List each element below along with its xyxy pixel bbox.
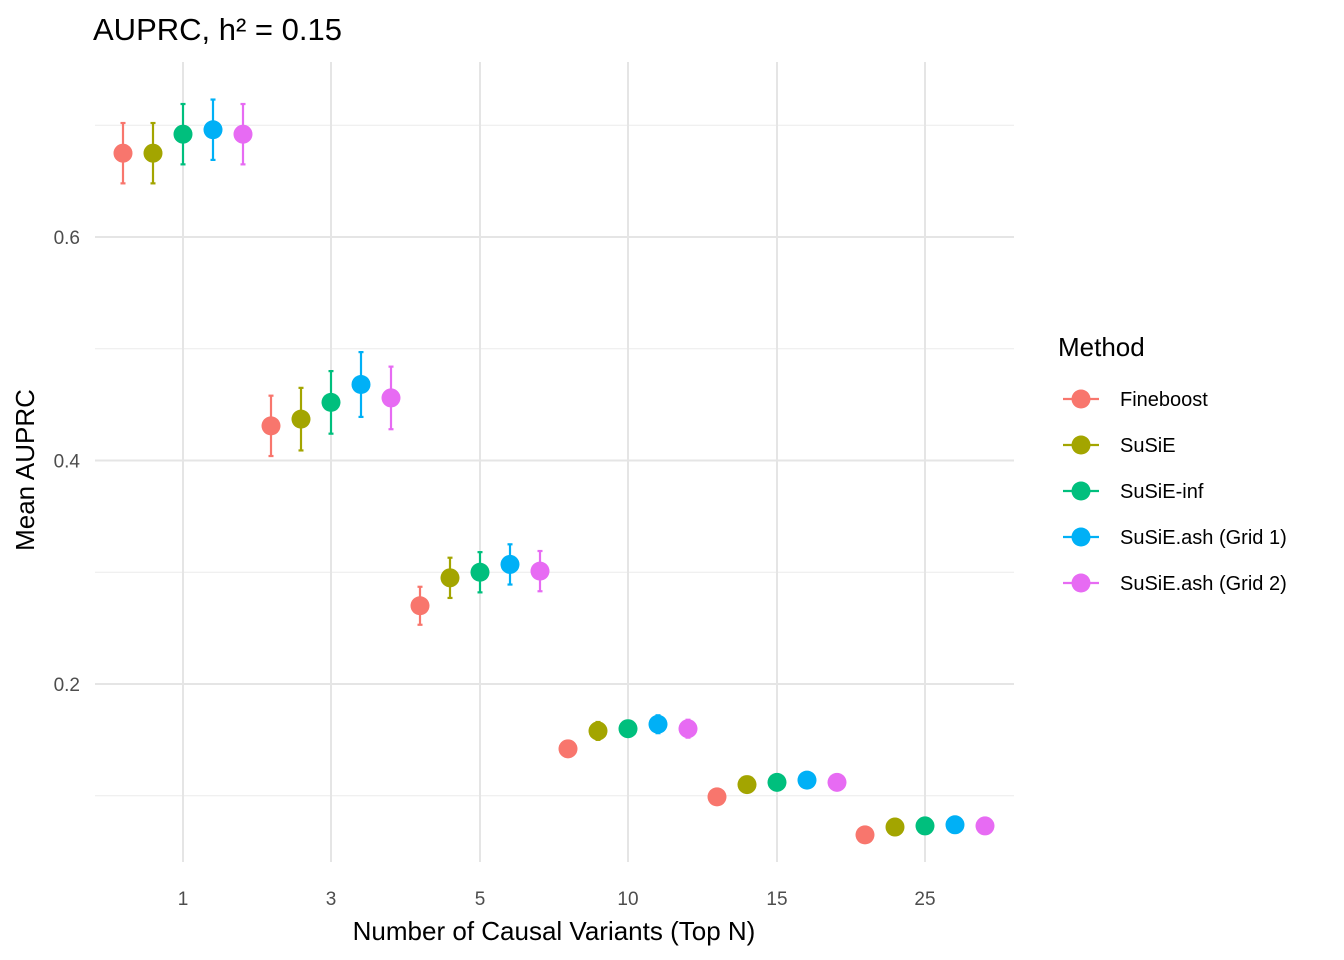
legend-title: Method [1058,332,1145,362]
legend-item: SuSiE.ash (Grid 2) [1063,573,1287,595]
y-axis-title: Mean AUPRC [10,389,40,551]
legend-key-point [1071,573,1091,593]
data-point [915,816,935,836]
data-point [173,124,193,144]
grid-lines [95,62,1014,862]
data-point [321,392,341,412]
series-3 [203,98,965,835]
series-2 [173,102,935,836]
legend-key-point [1071,389,1091,409]
legend-item: SuSiE-inf [1063,481,1204,503]
legend-label: SuSiE-inf [1120,481,1204,503]
legend-item: SuSiE.ash (Grid 1) [1063,527,1287,549]
data-point [558,739,578,759]
x-tick-label: 25 [914,889,935,910]
data-point [410,596,430,616]
y-tick-label: 0.2 [54,675,80,696]
data-point [113,143,133,163]
data-point [233,124,253,144]
data-point [975,816,995,836]
data-point [855,825,875,845]
legend-label: SuSiE.ash (Grid 1) [1120,527,1287,549]
data-point [470,562,490,582]
data-point [500,554,520,574]
data-point [678,719,698,739]
series-0 [113,121,875,845]
data-point [618,719,638,739]
data-point [261,416,281,436]
data-point [885,817,905,837]
legend-item: SuSiE [1063,435,1176,457]
legend-label: Fineboost [1120,389,1208,411]
x-tick-label: 15 [766,889,787,910]
x-axis-title: Number of Causal Variants (Top N) [353,916,756,946]
y-tick-label: 0.6 [54,228,80,249]
legend-item: Fineboost [1063,389,1208,411]
x-tick-label: 1 [178,889,189,910]
data-point [737,775,757,795]
data-point [381,388,401,408]
legend-label: SuSiE.ash (Grid 2) [1120,573,1287,595]
x-tick-label: 3 [326,889,337,910]
chart-title: AUPRC, h² = 0.15 [93,12,342,47]
data-point [291,409,311,429]
legend-label: SuSiE [1120,435,1176,457]
series-4 [233,102,995,836]
series-1 [143,121,905,837]
x-tick-label: 5 [475,889,486,910]
data-point [945,815,965,835]
plot-marks [113,98,995,845]
x-tick-label: 10 [617,889,638,910]
y-tick-label: 0.4 [54,452,81,473]
data-point [440,568,460,588]
data-point [530,561,550,581]
data-point [827,772,847,792]
y-axis-ticks: 0.2 0.4 0.6 [54,228,81,696]
data-point [588,721,608,741]
data-point [767,772,787,792]
x-axis-ticks: 1 3 5 10 15 25 [178,889,936,910]
data-point [797,770,817,790]
data-point [707,787,727,807]
data-point [351,375,371,395]
legend: Method Fineboost SuSiE SuSiE-inf SuSiE.ash … [1058,332,1287,595]
legend-key-point [1071,481,1091,501]
data-point [648,714,668,734]
legend-key-point [1071,435,1091,455]
data-point [203,120,223,140]
data-point [143,143,163,163]
legend-key-point [1071,527,1091,547]
